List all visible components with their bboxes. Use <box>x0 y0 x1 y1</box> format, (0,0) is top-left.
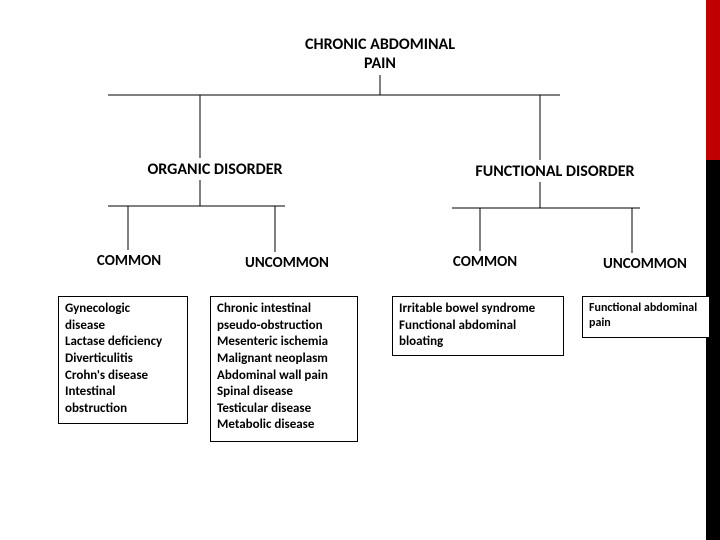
box-line: Mesenteric ischemia <box>217 334 351 351</box>
func-uncommon-label: UNCOMMON <box>580 255 710 273</box>
box-line: Malignant neoplasm <box>217 351 351 368</box>
box-line: bloating <box>399 334 557 351</box>
box-line: Spinal disease <box>217 384 351 401</box>
root-line1: CHRONIC ABDOMINAL <box>280 35 480 54</box>
box-line: Gynecologic <box>65 301 181 318</box>
box-line: pain <box>589 316 703 331</box>
box-line: Chronic intestinal <box>217 301 351 318</box>
slide-canvas: CHRONIC ABDOMINAL PAIN ORGANIC DISORDER … <box>0 0 720 540</box>
org-common-label: COMMON <box>74 252 184 270</box>
box-line: Crohn's disease <box>65 368 181 385</box>
box-line: Testicular disease <box>217 401 351 418</box>
box-line: Intestinal <box>65 384 181 401</box>
box-line: Functional abdominal <box>399 318 557 335</box>
organic-label: ORGANIC DISORDER <box>115 160 315 179</box>
func-common-box: Irritable bowel syndromeFunctional abdom… <box>392 296 564 356</box>
box-line: pseudo-obstruction <box>217 318 351 335</box>
func-uncommon-box: Functional abdominalpain <box>582 296 710 338</box>
root-label: CHRONIC ABDOMINAL PAIN <box>280 35 480 73</box>
box-line: Abdominal wall pain <box>217 368 351 385</box>
org-common-box: GynecologicdiseaseLactase deficiencyDive… <box>58 296 188 424</box>
box-line: Diverticulitis <box>65 351 181 368</box>
box-line: Lactase deficiency <box>65 334 181 351</box>
func-common-label: COMMON <box>430 253 540 271</box>
box-line: Metabolic disease <box>217 417 351 434</box>
org-uncommon-box: Chronic intestinalpseudo-obstructionMese… <box>210 296 358 442</box>
box-line: Functional abdominal <box>589 301 703 316</box>
functional-label: FUNCTIONAL DISORDER <box>440 162 670 181</box>
box-line: disease <box>65 318 181 335</box>
root-line2: PAIN <box>280 54 480 73</box>
box-line: obstruction <box>65 401 181 418</box>
box-line: Irritable bowel syndrome <box>399 301 557 318</box>
org-uncommon-label: UNCOMMON <box>222 254 352 272</box>
accent-bar-top <box>706 0 720 160</box>
accent-bar-bottom <box>706 160 720 540</box>
